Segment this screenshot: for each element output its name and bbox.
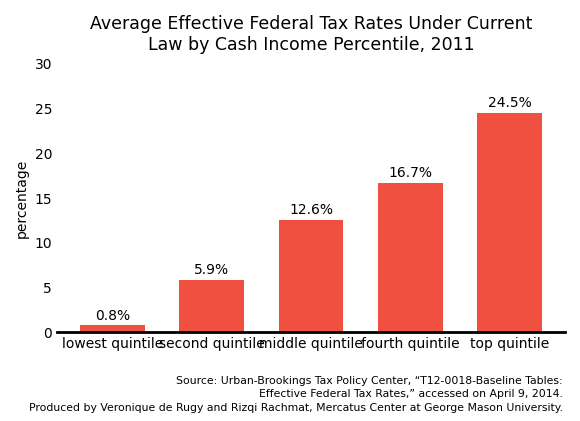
Text: Source: Urban-Brookings Tax Policy Center, “T12-0018-Baseline Tables:
Effective : Source: Urban-Brookings Tax Policy Cente…	[28, 376, 563, 413]
Bar	[477, 113, 542, 333]
Title: Average Effective Federal Tax Rates Under Current
Law by Cash Income Percentile,: Average Effective Federal Tax Rates Unde…	[90, 15, 532, 54]
Text: 0.8%: 0.8%	[95, 309, 130, 322]
Text: 24.5%: 24.5%	[488, 96, 531, 110]
Y-axis label: percentage: percentage	[15, 158, 29, 238]
Text: 12.6%: 12.6%	[289, 203, 333, 217]
Bar	[378, 183, 443, 333]
Text: 5.9%: 5.9%	[194, 263, 229, 277]
Bar	[279, 219, 343, 333]
Text: 16.7%: 16.7%	[389, 166, 432, 180]
Bar	[179, 280, 244, 333]
Bar	[80, 325, 144, 333]
